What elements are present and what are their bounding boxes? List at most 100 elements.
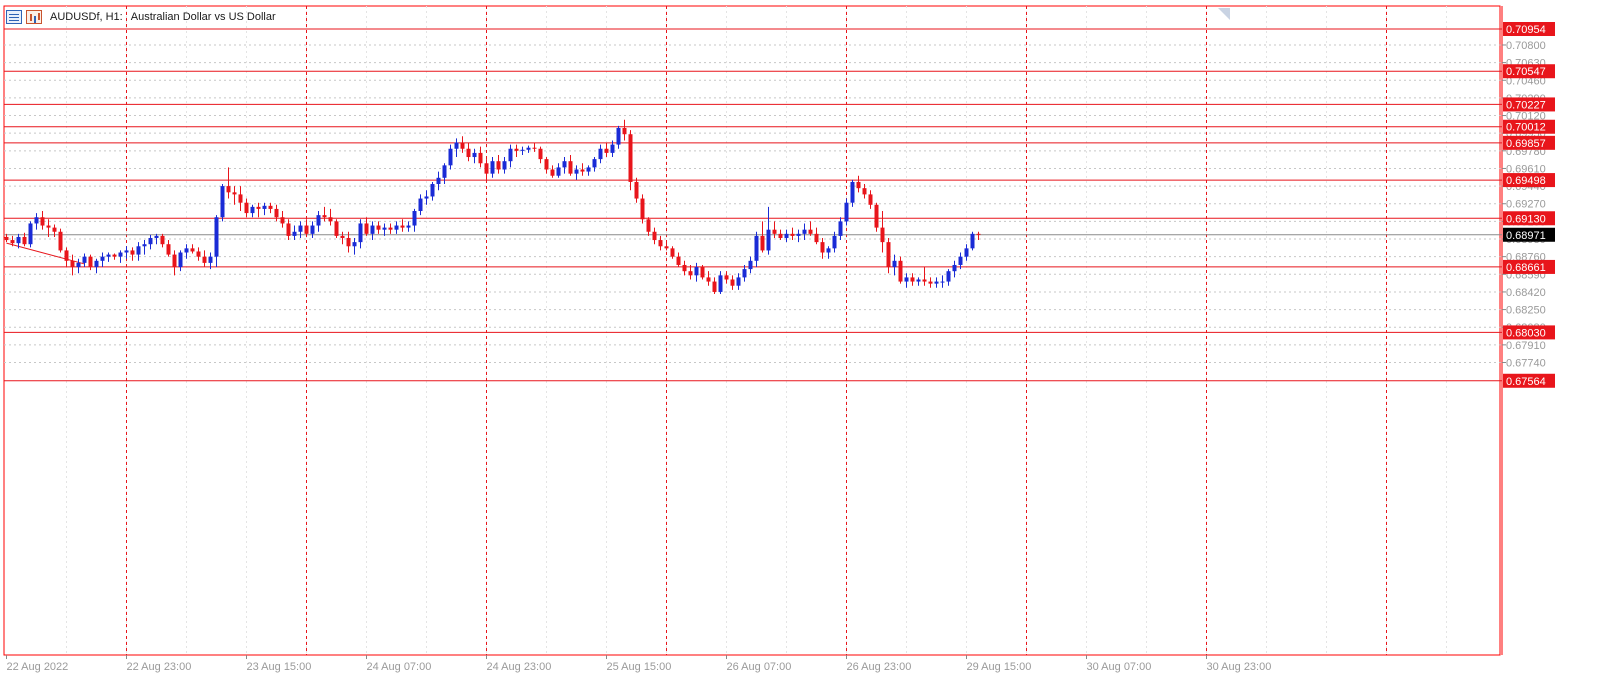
time-tick-label: 26 Aug 23:00 xyxy=(847,661,912,673)
time-tick-label: 22 Aug 2022 xyxy=(7,661,69,673)
bear-candle xyxy=(658,235,663,251)
bear-candle xyxy=(544,157,549,174)
time-axis: 22 Aug 2022 22 Aug 23:00 23 Aug 15:00 24 Au… xyxy=(6,655,1272,673)
bull-candle xyxy=(562,157,567,174)
candle-body xyxy=(478,152,483,164)
bull-candle xyxy=(490,157,495,178)
bull-candle xyxy=(436,171,441,191)
bear-candle xyxy=(64,247,69,268)
bear-candle xyxy=(130,247,135,261)
price-tick-label: 0.70460 xyxy=(1506,75,1546,87)
current-price-box xyxy=(1503,227,1555,242)
time-tick-label: 22 Aug 23:00 xyxy=(127,661,192,673)
candle-body xyxy=(700,267,705,278)
bull-candle xyxy=(250,204,255,218)
candle-body xyxy=(628,134,633,182)
bull-candle xyxy=(964,244,969,261)
candle-body xyxy=(832,235,837,249)
bull-candle xyxy=(940,275,945,288)
bull-candle xyxy=(934,277,939,288)
list-icon[interactable] xyxy=(6,10,22,24)
level-label: 0.69498 xyxy=(1506,175,1546,187)
bull-candle xyxy=(178,250,183,272)
candle-body xyxy=(772,229,777,234)
bear-candle xyxy=(760,221,765,253)
level-label: 0.69130 xyxy=(1506,213,1546,225)
candle-body xyxy=(316,215,321,226)
bull-candle xyxy=(358,219,363,249)
candle-body xyxy=(970,233,975,249)
bear-candle xyxy=(922,267,927,286)
candle-body xyxy=(724,275,729,280)
bear-candle xyxy=(862,184,867,199)
candle-body xyxy=(4,236,9,241)
bull-candle xyxy=(310,221,315,238)
bull-candle xyxy=(826,246,831,259)
candle-body xyxy=(490,161,495,174)
candle-body xyxy=(166,244,171,255)
trend-line xyxy=(6,242,85,265)
bear-candle xyxy=(226,167,231,199)
bear-candle xyxy=(196,247,201,261)
bear-candle xyxy=(376,221,381,234)
candle-body xyxy=(760,235,765,251)
bear-candle xyxy=(160,233,165,248)
candle-body xyxy=(754,235,759,261)
bear-candle xyxy=(514,144,519,158)
candle-body xyxy=(442,165,447,178)
candle-body xyxy=(796,233,801,236)
candle-body xyxy=(94,260,99,268)
candle-body xyxy=(388,227,393,230)
bull-candle xyxy=(106,252,111,262)
bear-candle xyxy=(88,254,93,271)
bear-candle xyxy=(268,202,273,214)
bear-candle xyxy=(670,246,675,259)
grid-layer xyxy=(3,5,1503,656)
bull-candle xyxy=(520,146,525,155)
bear-candle xyxy=(532,142,537,152)
bull-candle xyxy=(442,163,447,185)
bear-candle xyxy=(322,206,327,222)
bear-candle xyxy=(808,221,813,236)
bear-candle xyxy=(568,154,573,176)
candle-body xyxy=(496,161,501,170)
bear-candle xyxy=(634,177,639,203)
bull-candle xyxy=(610,140,615,158)
candle-body xyxy=(52,227,57,232)
candle-body xyxy=(304,225,309,234)
bull-candle xyxy=(526,145,531,153)
candle-body xyxy=(736,277,741,286)
bull-candle xyxy=(220,184,225,222)
candle-body xyxy=(550,169,555,176)
candle-body xyxy=(298,225,303,232)
price-axis: 0.708000.706300.704600.702900.701200.699… xyxy=(1502,22,1555,388)
time-tick-label: 30 Aug 23:00 xyxy=(1207,661,1272,673)
candle-body xyxy=(172,254,177,268)
candle-body xyxy=(64,250,69,261)
bear-candle xyxy=(628,130,633,191)
level-label: 0.70547 xyxy=(1506,66,1546,78)
time-tick-label: 26 Aug 07:00 xyxy=(727,661,792,673)
candle-body xyxy=(904,277,909,282)
candle-body xyxy=(952,264,957,272)
bear-candle xyxy=(652,227,657,245)
symbol-label: AUDUSDf, H1: xyxy=(50,11,123,23)
bull-candle xyxy=(82,253,87,268)
bull-candle xyxy=(412,208,417,232)
candle-body xyxy=(964,248,969,257)
bear-candle xyxy=(730,275,735,290)
level-label-box xyxy=(1503,135,1555,150)
candle-body xyxy=(160,235,165,245)
bear-candle xyxy=(238,186,243,212)
candle-body xyxy=(70,260,75,268)
candle-body xyxy=(826,248,831,253)
candle-body xyxy=(616,127,621,145)
candle-body xyxy=(634,181,639,199)
current-price-label: 0.68971 xyxy=(1506,230,1546,242)
bear-candle xyxy=(856,175,861,193)
bear-candle xyxy=(640,194,645,224)
chart-icon[interactable] xyxy=(26,10,42,24)
bear-candle xyxy=(778,229,783,241)
bear-candle xyxy=(232,186,237,205)
